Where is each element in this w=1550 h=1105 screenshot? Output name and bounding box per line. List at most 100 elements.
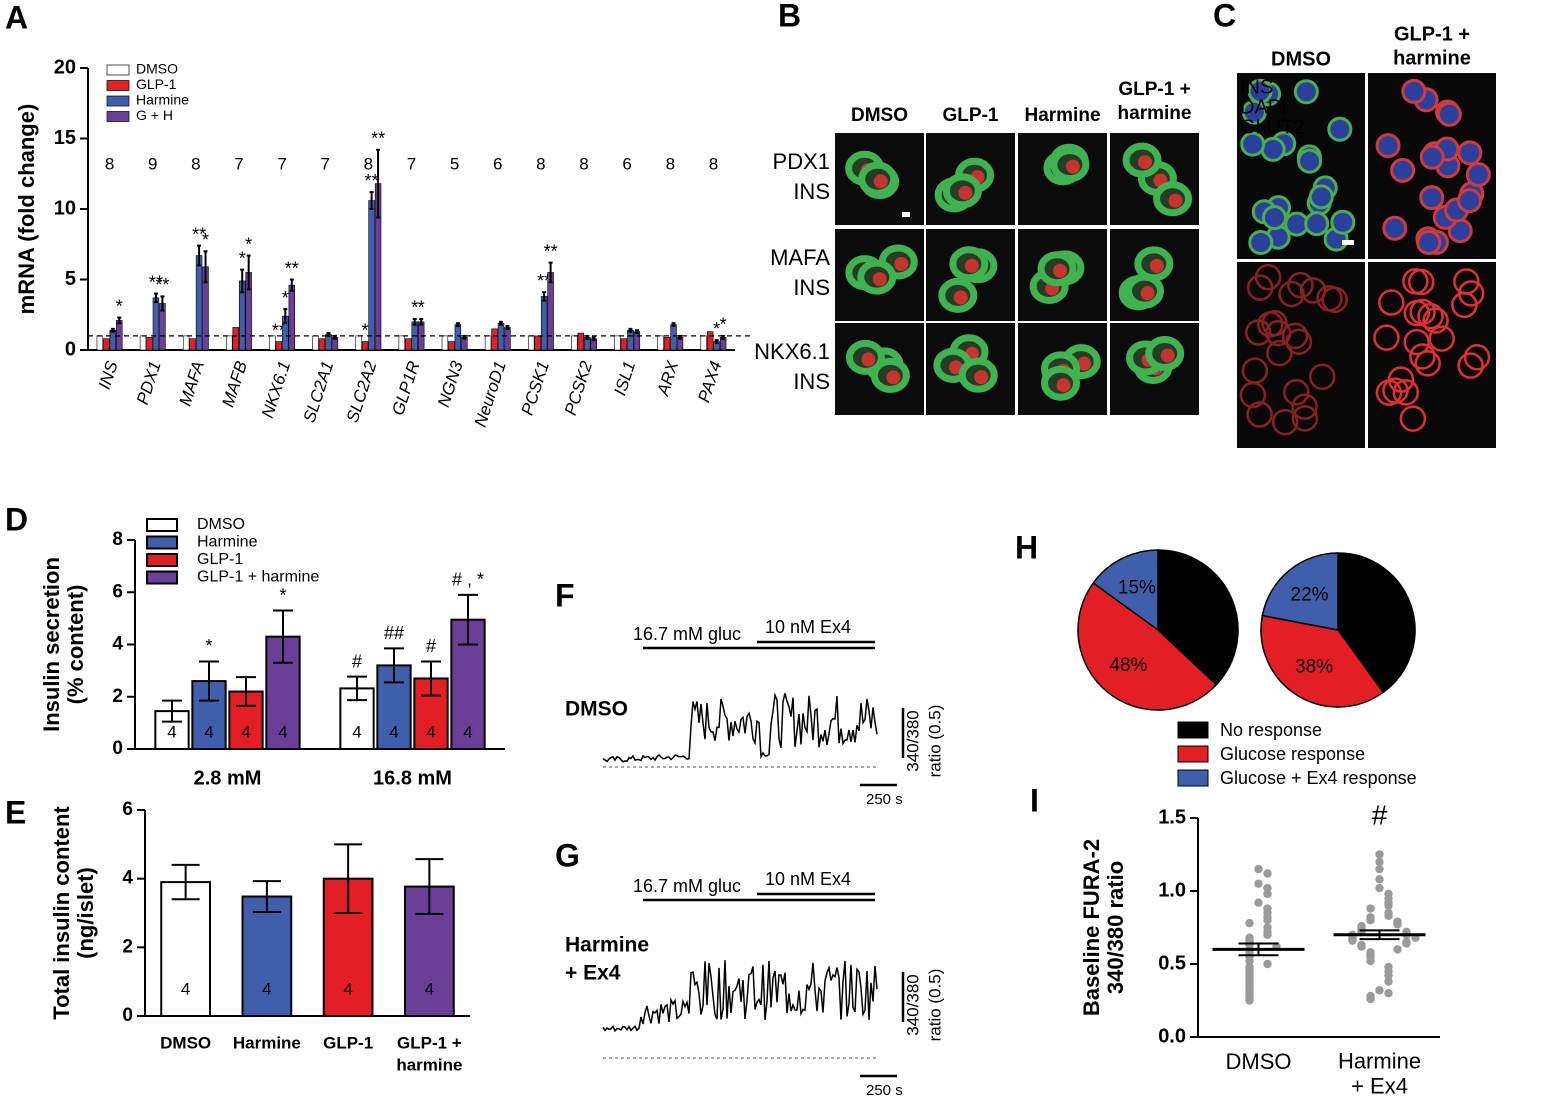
n-label: 4 <box>426 722 435 741</box>
bar <box>614 335 621 351</box>
bar <box>454 324 462 351</box>
column-header: DMSO <box>851 105 908 126</box>
bar <box>361 341 369 351</box>
x-tick-label: INS <box>95 358 122 391</box>
cell <box>1407 268 1435 296</box>
y-tick-label: 4 <box>122 868 133 889</box>
scale-label: 340/380 <box>903 710 922 771</box>
bar <box>146 337 153 351</box>
significance: * <box>411 298 418 318</box>
cell <box>1247 78 1273 104</box>
cell <box>1240 131 1266 157</box>
data-point <box>1366 916 1375 925</box>
legend-label: Glucose response <box>1220 744 1365 764</box>
bar <box>116 320 123 351</box>
n-label: 4 <box>425 979 434 998</box>
error-bar <box>384 647 404 684</box>
cell <box>1419 144 1445 170</box>
cell <box>1271 408 1299 436</box>
legend-label: GLP-1 + harmine <box>197 569 319 586</box>
significance: * <box>202 230 209 250</box>
y-tick-label: 1.0 <box>1158 879 1186 901</box>
significance: ** <box>371 129 385 149</box>
y-tick-label: 6 <box>122 799 133 820</box>
error-bar <box>369 191 374 210</box>
x-tick-label: ARX <box>653 358 682 399</box>
cell <box>1375 133 1401 159</box>
cell <box>1246 274 1274 301</box>
panel-letter: A <box>5 0 28 35</box>
nucleus <box>886 370 901 385</box>
nucleus <box>1077 356 1092 371</box>
nucleus <box>1168 193 1183 208</box>
legend-swatch <box>106 111 130 122</box>
cell <box>1403 328 1430 356</box>
significance: * <box>239 248 246 268</box>
nucleus <box>1053 263 1068 278</box>
significance: ** <box>192 224 206 244</box>
bar <box>504 327 511 351</box>
bar <box>571 335 578 351</box>
legend-label: DMSO <box>197 516 245 533</box>
cell <box>1373 324 1400 351</box>
error-bar <box>455 322 460 328</box>
error-bar <box>289 278 294 292</box>
data-point <box>1254 864 1263 874</box>
n-label: 4 <box>181 979 190 998</box>
condition-label: DMSO <box>565 698 628 721</box>
n-label: 5 <box>450 154 459 173</box>
nucleus <box>964 258 979 273</box>
panel-letter: I <box>1030 782 1039 818</box>
cell <box>1414 350 1441 377</box>
error-bar <box>240 268 245 294</box>
y-axis-label: 340/380 ratio <box>1103 861 1128 994</box>
x-tick-label: GLP-1 <box>323 1033 373 1052</box>
bar <box>182 335 190 351</box>
error-bar <box>283 308 288 325</box>
legend-swatch <box>1177 745 1209 763</box>
legend-swatch <box>1177 721 1209 739</box>
error-bar <box>671 322 676 328</box>
pie-slice <box>1092 549 1159 632</box>
y-tick-label: 4 <box>112 634 123 655</box>
cell <box>1297 148 1323 174</box>
bar <box>670 324 677 351</box>
x-tick-label: 16.8 mM <box>373 767 452 789</box>
legend-swatch <box>146 570 178 585</box>
data-point <box>1375 864 1384 874</box>
error-bar <box>273 609 293 664</box>
cell <box>1392 379 1420 406</box>
bar <box>633 331 641 351</box>
legend-label: Glucose + Ex4 response <box>1220 768 1417 788</box>
bar <box>484 335 492 351</box>
cell <box>1463 344 1491 371</box>
stain-label: INS <box>1240 76 1273 98</box>
panel-letter: B <box>778 0 801 33</box>
nucleus <box>1138 155 1153 170</box>
legend-label: GLP-1 <box>197 551 243 568</box>
legend-swatch <box>106 80 130 91</box>
nucleus <box>872 272 887 287</box>
bar <box>448 341 455 351</box>
slice-label: 38% <box>1295 657 1333 678</box>
error-bar <box>203 250 208 284</box>
n-label: 8 <box>364 154 373 173</box>
data-point <box>1254 879 1263 888</box>
data-point <box>1254 898 1263 907</box>
treatment-label: 16.7 mM gluc <box>633 876 741 896</box>
data-point <box>1366 994 1375 1004</box>
bar <box>706 331 714 351</box>
error-bar <box>153 292 158 304</box>
cell <box>1401 78 1427 104</box>
column-header: GLP-1 + <box>1394 23 1470 45</box>
error-bar <box>199 660 219 702</box>
error-bar <box>419 317 424 326</box>
cell <box>1308 184 1334 210</box>
y-axis-label: mRNA (fold change) <box>14 104 39 315</box>
stain-label: NKX6.1 <box>754 339 830 364</box>
panel-letter: D <box>5 501 28 537</box>
cell <box>1457 140 1483 166</box>
y-tick-label: 6 <box>112 581 123 602</box>
x-tick-label: Harmine <box>1338 1048 1421 1073</box>
bar <box>152 297 160 351</box>
